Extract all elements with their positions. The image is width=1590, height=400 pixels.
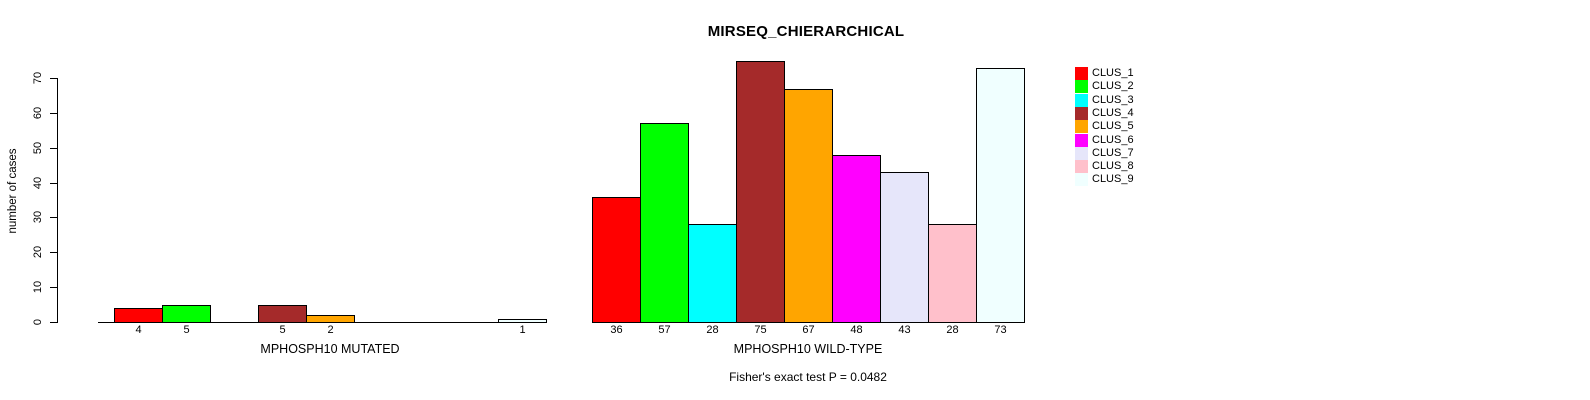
legend-item-label: CLUS_2 [1092, 80, 1134, 93]
legend-item-label: CLUS_9 [1092, 173, 1134, 186]
bar-value-label: 48 [850, 324, 863, 336]
bar-clus_4-group1 [258, 304, 307, 323]
y-axis-tick-label: 0 [32, 318, 44, 326]
bar-clus_7-group2 [880, 172, 929, 323]
bar-value-label: 5 [279, 324, 286, 336]
bar-value-label: 67 [802, 324, 815, 336]
legend-item-label: CLUS_5 [1092, 120, 1134, 133]
y-axis-tick [50, 217, 57, 219]
legend-swatch [1075, 106, 1088, 120]
bar-value-label: 4 [135, 324, 142, 336]
bar-clus_2-group2 [640, 123, 689, 323]
y-axis-tick [50, 147, 57, 149]
legend-swatch [1075, 67, 1088, 80]
legend-item-label: CLUS_1 [1092, 67, 1134, 79]
y-axis-tick-label: 40 [32, 176, 44, 189]
legend-swatch [1075, 120, 1088, 134]
y-axis-tick-label: 70 [32, 71, 44, 85]
legend-swatch [1075, 160, 1088, 174]
y-axis-tick-label: 50 [32, 141, 44, 154]
bar-value-label: 57 [658, 324, 671, 336]
bar-clus_9-group2 [976, 67, 1025, 323]
legend-swatch [1075, 133, 1088, 147]
y-axis-tick [50, 287, 57, 289]
y-axis-tick-label: 30 [32, 211, 44, 224]
y-axis-tick-label: 20 [32, 246, 44, 259]
bar-clus_1-group1 [114, 308, 163, 323]
group-axis-label-1: MPHOSPH10 MUTATED [260, 342, 400, 356]
bar-clus_5-group2 [784, 88, 833, 323]
legend-swatch [1075, 93, 1088, 107]
bar-value-label: 43 [898, 324, 911, 336]
bar-clus_5-group1 [306, 315, 355, 323]
y-axis-tick-label: 10 [32, 280, 44, 294]
bar-clus_8-group2 [928, 224, 977, 323]
y-axis-tick [50, 112, 57, 114]
bar-clus_2-group1 [162, 304, 211, 323]
legend-item-label: CLUS_7 [1092, 146, 1134, 159]
bar-clus_1-group2 [592, 196, 641, 323]
y-axis-tick [50, 252, 57, 254]
y-axis-line [57, 78, 58, 323]
legend-swatch [1075, 80, 1088, 94]
bar-clus_9-group1 [498, 318, 547, 323]
bar-value-label: 2 [327, 324, 334, 336]
bar-value-label: 73 [994, 324, 1007, 336]
group-axis-label-2: MPHOSPH10 WILD-TYPE [733, 342, 883, 356]
legend-item-label: CLUS_3 [1092, 93, 1134, 106]
legend-item-label: CLUS_8 [1092, 160, 1134, 173]
chart-title: MIRSEQ_CHIERARCHICAL [707, 23, 905, 40]
legend-swatch [1075, 146, 1088, 160]
legend-item-label: CLUS_4 [1092, 106, 1134, 119]
bar-value-label: 36 [610, 324, 623, 336]
legend-swatch [1075, 173, 1088, 187]
bar-value-label: 28 [706, 324, 719, 336]
y-axis-tick [50, 78, 57, 79]
y-axis-tick [50, 182, 57, 184]
legend-item-label: CLUS_6 [1092, 133, 1134, 146]
y-axis-tick-label: 60 [32, 106, 44, 120]
bar-clus_4-group2 [736, 60, 785, 323]
bar-value-label: 28 [946, 324, 959, 336]
y-axis-tick [50, 322, 57, 323]
bar-clus_6-group2 [832, 154, 881, 323]
bar-value-label: 5 [183, 324, 190, 336]
bar-value-label: 1 [519, 324, 526, 336]
bar-value-label: 75 [754, 324, 767, 336]
bar-clus_3-group2 [688, 224, 737, 323]
fisher-test-annotation: Fisher's exact test P = 0.0482 [729, 370, 887, 384]
